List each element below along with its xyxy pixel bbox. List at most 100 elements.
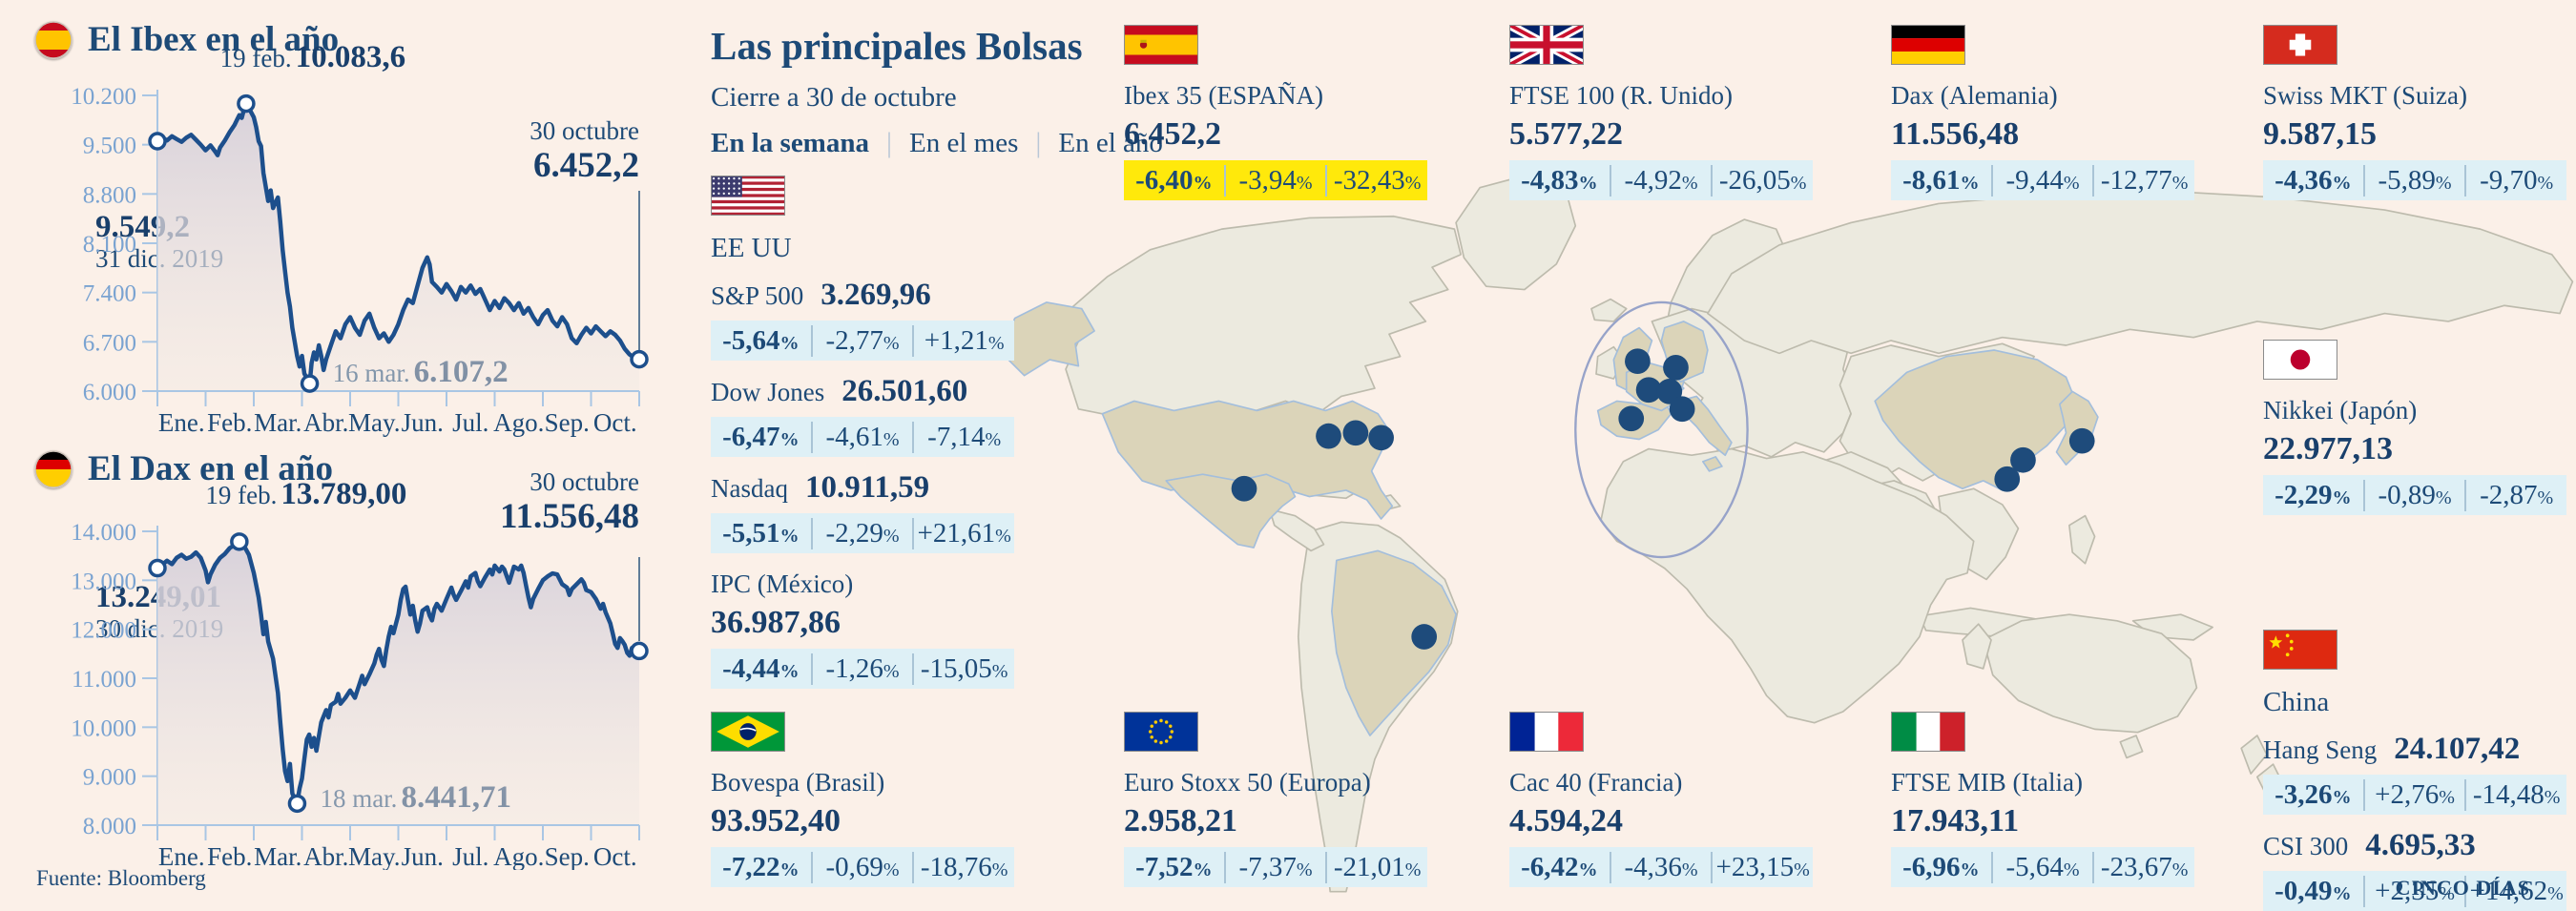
flag-germany-round-icon [34, 449, 73, 488]
market-value: 2.958,21 [1124, 803, 1237, 839]
market-block-nikkei: Nikkei (Japón) 22.977,13 -2,29% -0,89% -2,87… [2263, 332, 2566, 515]
y-tick-label: 6.000 [83, 380, 136, 405]
source-credit: Fuente: Bloomberg [36, 866, 206, 890]
flag-france-icon [1509, 712, 1584, 752]
pct-value: -3,26% [2275, 778, 2352, 810]
annotation-end-date-dax: 30 octubre [530, 467, 639, 496]
y-tick-label: 9.000 [83, 765, 136, 791]
pct-value: -12,77% [2092, 164, 2194, 197]
pct-value: -26,05% [1711, 164, 1813, 197]
y-tick-label: 14.000 [71, 520, 136, 546]
market-block-ftsemib: FTSE MIB (Italia) 17.943,11 -6,96% -5,64% -2… [1891, 704, 2194, 887]
pct-value: -0,89% [2362, 479, 2465, 511]
exchange-dot-shanghai [2010, 446, 2036, 473]
pct-row: -0,49% +2,35% +14,62% [2263, 871, 2566, 911]
index-name: CSI 300 [2263, 832, 2349, 860]
annotation-peak-dax: 19 feb. 13.789,00 [205, 477, 407, 511]
y-tick-label: 13.000 [71, 569, 136, 594]
pct-value: -0,49% [2275, 875, 2352, 906]
tab-en-el-año[interactable]: En el año [1058, 127, 1163, 158]
pct-row: -6,40% -3,94% -32,43% [1124, 160, 1427, 200]
index-row: CSI 300 4.695,33 [2263, 828, 2566, 863]
index-value: 10.911,59 [804, 470, 930, 505]
pct-value: -18,76% [912, 851, 1014, 883]
flag-china-icon [2263, 630, 2337, 670]
pct-value: -6,47% [722, 421, 800, 452]
map-philippines [2068, 514, 2096, 565]
market-block-eurostoxx: Euro Stoxx 50 (Europa) 2.958,21 -7,52% -7,3… [1124, 704, 1427, 887]
annotation-end-date-ibex: 30 octubre [530, 116, 639, 145]
y-tick-label: 10.000 [71, 715, 136, 741]
pct-value: -2,87% [2464, 479, 2566, 511]
index-row: Dow Jones 26.501,60 [711, 374, 1014, 409]
y-tick-label: 9.500 [83, 134, 136, 159]
pct-row: -4,36% -5,89% -9,70% [2263, 160, 2566, 200]
market-value: 6.452,2 [1124, 116, 1221, 152]
pct-row: -7,52% -7,37% -21,01% [1124, 847, 1427, 887]
x-month-label: Abr. [303, 842, 348, 870]
pct-row: -6,96% -5,64% -23,67% [1891, 847, 2194, 887]
exchange-dot-madrid [1618, 405, 1645, 432]
exchange-dot-sao-paulo [1411, 624, 1438, 650]
pct-value: -1,26% [810, 652, 913, 685]
market-name: IPC (México) [711, 569, 854, 598]
flag-spain-round-icon [34, 20, 73, 59]
pct-value: -23,67% [2092, 851, 2194, 883]
marker-start [148, 132, 167, 151]
pct-value: -5,64% [722, 324, 800, 356]
x-month-label: Abr. [303, 408, 348, 437]
index-value: 26.501,60 [841, 374, 968, 408]
pct-value: -5,89% [2362, 164, 2465, 197]
pct-value: +2,35% [2362, 875, 2465, 907]
x-month-label: Mar. [254, 842, 301, 870]
x-month-label: Feb. [207, 842, 252, 870]
exchange-dot-tokyo [2068, 427, 2095, 454]
pct-row: -4,44% -1,26% -15,05% [711, 649, 1014, 689]
market-name: Euro Stoxx 50 (Europa) [1124, 768, 1371, 797]
map-russia [1707, 190, 2574, 355]
market-block-ibex35: Ibex 35 (ESPAÑA) 6.452,2 -6,40% -3,94% -32,4… [1124, 17, 1427, 200]
pct-value: -2,29% [2275, 479, 2352, 510]
exchange-dot-zurich [1656, 379, 1683, 404]
map-central-america [1268, 508, 1325, 552]
index-name: Dow Jones [711, 378, 825, 406]
marker-min [287, 794, 307, 814]
flag-switzerland-icon [2263, 25, 2337, 65]
tab-en-el-mes[interactable]: En el mes [909, 127, 1019, 158]
market-block-ftse100: FTSE 100 (R. Unido) 5.577,22 -4,83% -4,92% -… [1509, 17, 1813, 200]
pct-row: -8,61% -9,44% -12,77% [1891, 160, 2194, 200]
flag-japan-icon [2263, 340, 2337, 380]
pct-value: -21,01% [1325, 851, 1427, 883]
pct-value: -2,29% [810, 517, 913, 549]
annotation-peak-ibex: 19 feb. 10.083,6 [219, 40, 406, 74]
pct-value: -4,36% [1609, 851, 1712, 883]
marker-end [630, 349, 649, 369]
flag-germany-icon [1891, 25, 1965, 65]
tab-en-la-semana[interactable]: En la semana [711, 127, 869, 158]
x-month-label: Mar. [254, 408, 301, 437]
exchange-dot-mexico-city [1231, 475, 1257, 502]
exchange-dot-london [1625, 348, 1651, 375]
x-month-label: Jun. [402, 842, 444, 870]
exchange-dot-milan [1669, 396, 1695, 423]
marker-peak [237, 93, 256, 114]
pct-value: -4,44% [722, 652, 800, 684]
pct-value: -6,96% [1902, 851, 1980, 882]
flag-uk-icon [1509, 25, 1584, 65]
pct-row: -4,83% -4,92% -26,05% [1509, 160, 1813, 200]
flag-brazil-icon [711, 712, 785, 752]
map-tasmania [2119, 735, 2144, 759]
index-value: 4.695,33 [2365, 828, 2476, 862]
pct-value: -7,14% [912, 421, 1014, 453]
chart-title-text: El Ibex en el año [88, 20, 340, 59]
region-label: China [2263, 687, 2330, 717]
chart-title-dax: El Dax en el año [34, 448, 333, 489]
brand-credit: CINCO DÍAS [2395, 876, 2530, 900]
marker-end [630, 641, 649, 661]
x-month-label: Feb. [207, 408, 252, 437]
x-month-label: Ago. [493, 842, 544, 870]
map-mexico [1165, 473, 1297, 549]
pct-value: -15,05% [912, 652, 1014, 685]
marker-start [148, 558, 167, 578]
